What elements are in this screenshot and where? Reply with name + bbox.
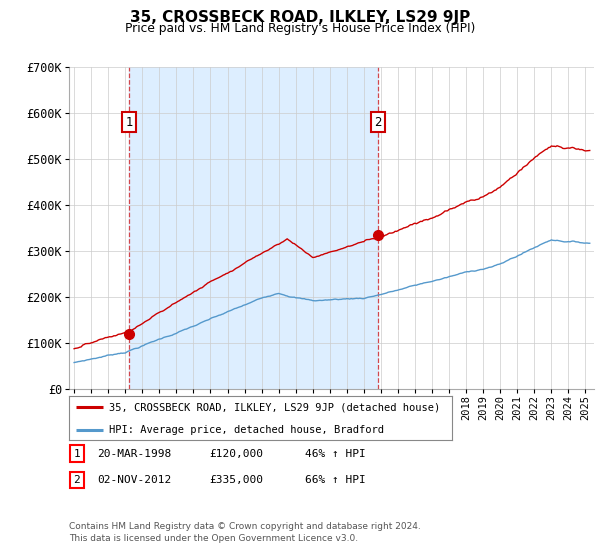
Text: 1: 1 (125, 116, 133, 129)
Text: 2: 2 (374, 116, 382, 129)
Text: 02-NOV-2012: 02-NOV-2012 (97, 475, 172, 485)
Text: 1: 1 (73, 449, 80, 459)
Text: 20-MAR-1998: 20-MAR-1998 (97, 449, 172, 459)
Text: 46% ↑ HPI: 46% ↑ HPI (305, 449, 365, 459)
Text: Contains HM Land Registry data © Crown copyright and database right 2024.: Contains HM Land Registry data © Crown c… (69, 522, 421, 531)
Bar (129, 67, 378, 389)
Text: 66% ↑ HPI: 66% ↑ HPI (305, 475, 365, 485)
Text: £335,000: £335,000 (209, 475, 263, 485)
Text: This data is licensed under the Open Government Licence v3.0.: This data is licensed under the Open Gov… (69, 534, 358, 543)
Text: Price paid vs. HM Land Registry's House Price Index (HPI): Price paid vs. HM Land Registry's House … (125, 22, 475, 35)
Text: 35, CROSSBECK ROAD, ILKLEY, LS29 9JP: 35, CROSSBECK ROAD, ILKLEY, LS29 9JP (130, 10, 470, 25)
Text: 2: 2 (73, 475, 80, 485)
Text: £120,000: £120,000 (209, 449, 263, 459)
Text: HPI: Average price, detached house, Bradford: HPI: Average price, detached house, Brad… (109, 425, 384, 435)
Text: 35, CROSSBECK ROAD, ILKLEY, LS29 9JP (detached house): 35, CROSSBECK ROAD, ILKLEY, LS29 9JP (de… (109, 402, 440, 412)
